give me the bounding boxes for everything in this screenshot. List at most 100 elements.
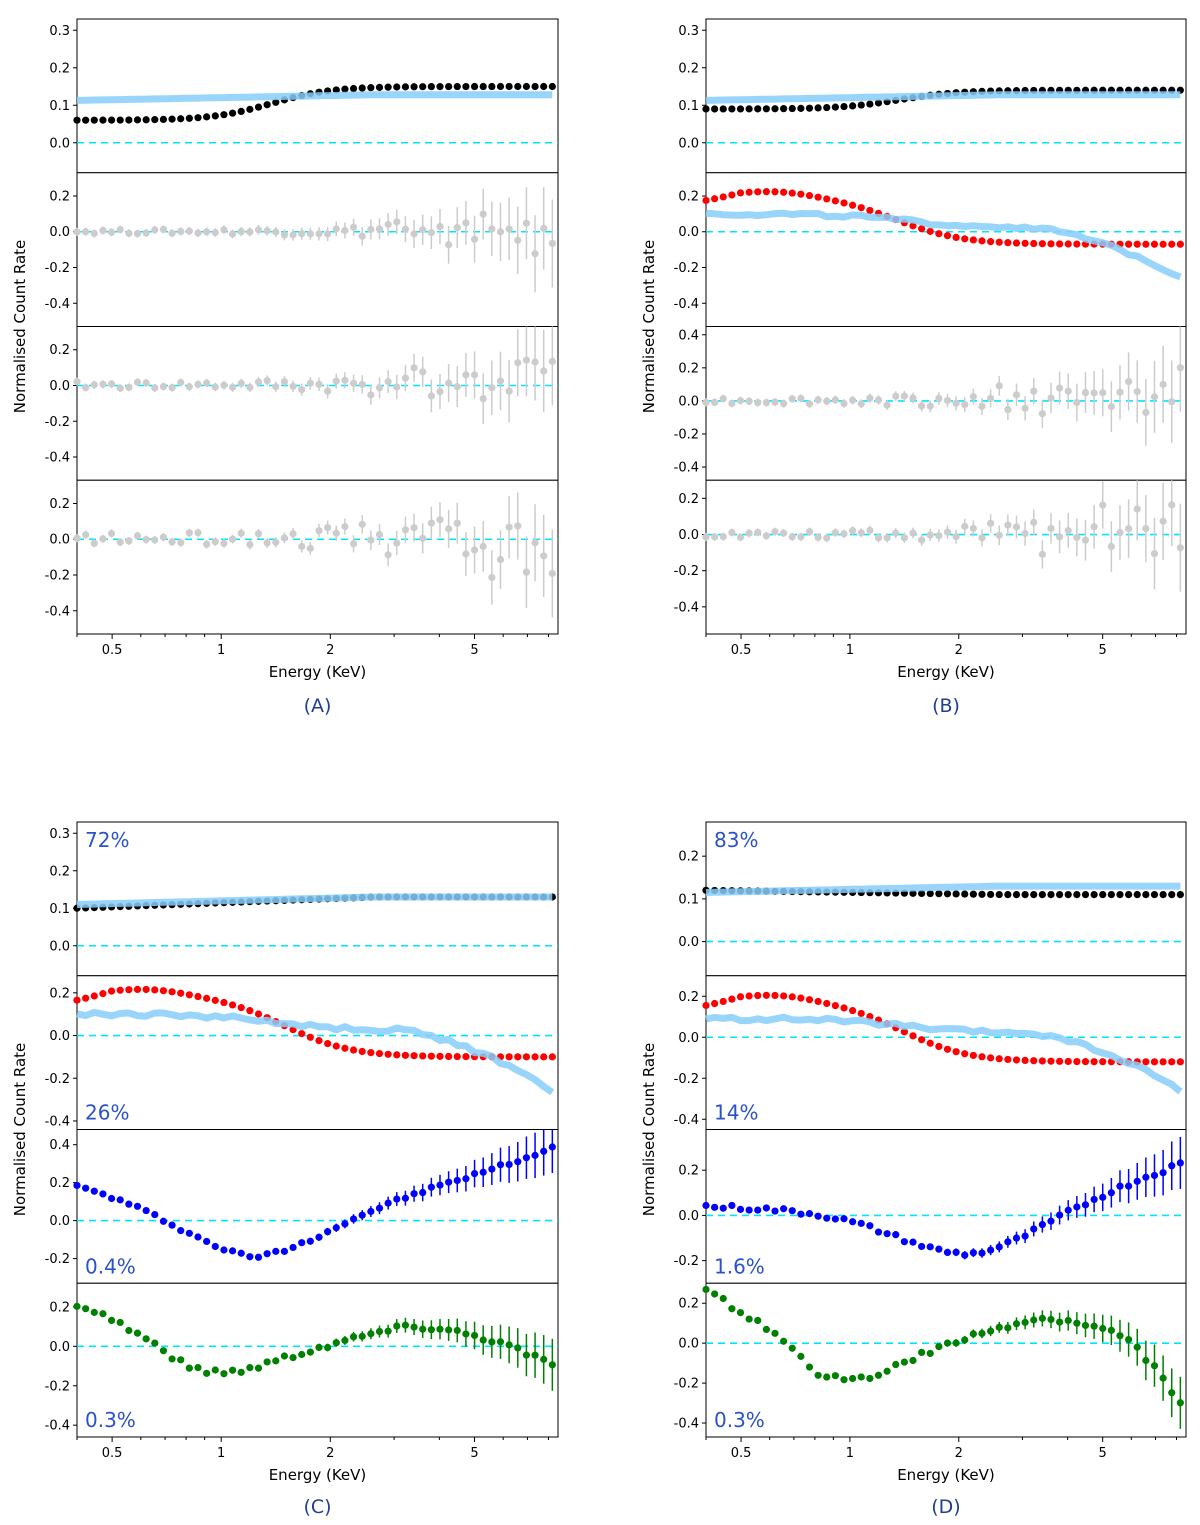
data-point <box>1133 891 1141 899</box>
data-point <box>332 225 340 233</box>
data-point <box>99 226 107 235</box>
data-point <box>341 522 349 531</box>
data-point <box>151 1339 159 1347</box>
data-point <box>1081 536 1090 544</box>
data-point <box>203 113 211 121</box>
data-point <box>237 1004 245 1012</box>
data-point <box>883 401 891 409</box>
data-point <box>1176 1159 1184 1167</box>
data-point <box>99 990 107 998</box>
data-point <box>1047 1057 1055 1065</box>
data-point <box>1090 891 1098 899</box>
data-point <box>918 536 926 544</box>
data-point <box>883 534 891 542</box>
data-point <box>918 402 926 410</box>
data-point <box>73 116 81 124</box>
data-point <box>943 1248 952 1256</box>
data-point <box>1125 377 1133 386</box>
data-point <box>762 991 770 999</box>
ytick-label: -0.2 <box>674 1377 699 1392</box>
data-point <box>401 374 410 382</box>
data-point <box>995 1243 1003 1251</box>
data-point <box>736 993 745 1001</box>
data-point <box>349 84 358 93</box>
ytick-label: -0.4 <box>45 1419 70 1434</box>
data-point <box>237 1249 245 1257</box>
data-point <box>978 890 986 898</box>
data-point <box>719 105 727 113</box>
data-point <box>462 219 470 227</box>
data-point <box>754 399 762 407</box>
data-point <box>788 1344 796 1352</box>
data-point <box>505 82 513 91</box>
data-point <box>943 528 952 536</box>
data-point <box>866 526 874 534</box>
data-point <box>470 371 479 379</box>
data-point <box>943 890 952 898</box>
data-point <box>419 1052 427 1060</box>
y-axis-label: Normalised Count Rate <box>11 240 29 413</box>
data-point <box>736 533 745 541</box>
data-point <box>987 1327 995 1335</box>
data-point <box>514 82 522 91</box>
ytick-label: 0.0 <box>49 136 70 151</box>
data-point <box>866 1222 874 1230</box>
data-point <box>719 1204 727 1212</box>
data-point <box>246 540 254 549</box>
data-point <box>1125 1335 1133 1344</box>
data-point <box>1150 1058 1159 1066</box>
data-point <box>419 534 427 542</box>
data-point <box>900 534 908 542</box>
data-point <box>1004 891 1012 899</box>
data-point <box>866 394 874 402</box>
data-point <box>401 225 410 233</box>
ytick-label: 0.2 <box>49 864 70 879</box>
data-point <box>1168 398 1176 406</box>
ytick-label: 0.4 <box>49 1138 70 1153</box>
data-point <box>926 402 934 410</box>
data-point <box>203 994 211 1002</box>
data-point <box>436 387 444 396</box>
data-point <box>306 230 314 238</box>
data-point <box>133 1202 142 1210</box>
data-point <box>1012 1320 1021 1328</box>
data-point <box>470 82 479 91</box>
data-point <box>107 987 116 995</box>
subplot-frame <box>705 1282 1187 1438</box>
data-point <box>823 195 831 203</box>
subplot-frame <box>705 975 1187 1130</box>
data-point <box>185 991 193 999</box>
data-point <box>736 397 745 405</box>
data-point <box>488 384 496 392</box>
data-point <box>823 103 831 112</box>
data-point <box>1021 529 1029 538</box>
data-point <box>427 392 435 400</box>
data-point <box>185 114 193 122</box>
data-point <box>324 230 332 238</box>
data-point <box>1012 1234 1021 1242</box>
panel-caption: (A) <box>304 695 332 717</box>
data-point <box>393 1195 401 1203</box>
ytick-label: 0.2 <box>49 1300 70 1315</box>
data-point <box>978 534 986 542</box>
data-point <box>280 1352 289 1360</box>
data-point <box>874 396 883 404</box>
data-point <box>892 1231 900 1239</box>
data-point <box>522 219 531 227</box>
ytick-label: 0.2 <box>678 1164 699 1179</box>
data-point <box>246 1253 254 1261</box>
data-point <box>107 529 116 538</box>
data-point <box>831 197 839 205</box>
data-point <box>289 382 297 390</box>
data-point <box>125 1326 133 1335</box>
data-point <box>531 539 539 547</box>
data-point <box>788 993 796 1001</box>
data-point <box>151 384 159 392</box>
data-point <box>142 1335 150 1343</box>
data-point <box>125 1200 133 1208</box>
data-point <box>531 1053 539 1061</box>
data-point <box>315 527 323 535</box>
data-point <box>909 394 917 402</box>
data-point <box>711 1290 719 1298</box>
data-point <box>272 1357 280 1365</box>
